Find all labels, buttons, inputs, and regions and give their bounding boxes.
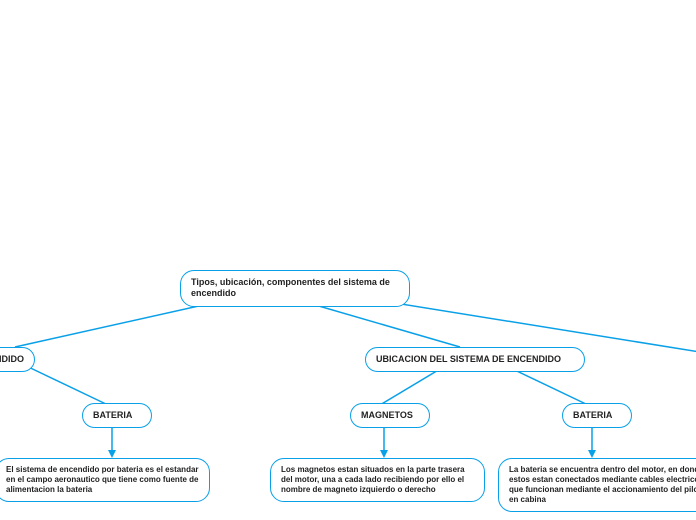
root-node: Tipos, ubicación, componentes del sistem… (180, 270, 410, 307)
leaf-bateria-right: BATERIA (562, 403, 632, 428)
desc-left: El sistema de encendido por bateria es e… (0, 458, 210, 502)
branch-left-partial: NDIDO (0, 347, 35, 372)
desc-center-text: Los magnetos estan situados en la parte … (281, 465, 465, 494)
root-text: Tipos, ubicación, componentes del sistem… (191, 277, 390, 298)
leaf-magnetos: MAGNETOS (350, 403, 430, 428)
leaf-bateria-left: BATERIA (82, 403, 152, 428)
desc-right-text: La bateria se encuentra dentro del motor… (509, 465, 696, 504)
branch-left-text: NDIDO (0, 354, 24, 364)
desc-center: Los magnetos estan situados en la parte … (270, 458, 485, 502)
bateria-left-text: BATERIA (93, 410, 132, 420)
branch-center: UBICACION DEL SISTEMA DE ENCENDIDO (365, 347, 585, 372)
magnetos-text: MAGNETOS (361, 410, 413, 420)
branch-center-text: UBICACION DEL SISTEMA DE ENCENDIDO (376, 354, 561, 364)
desc-right: La bateria se encuentra dentro del motor… (498, 458, 696, 512)
bateria-right-text: BATERIA (573, 410, 612, 420)
desc-left-text: El sistema de encendido por bateria es e… (6, 465, 199, 494)
